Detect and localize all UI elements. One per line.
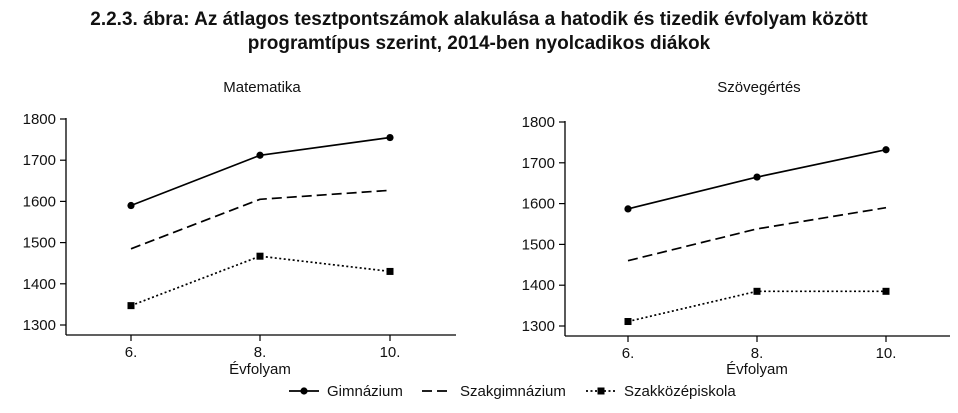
x-tick-label: 6. [622, 345, 635, 362]
y-tick-label: 1800 [23, 111, 56, 128]
legend-swatch-marker [300, 387, 308, 395]
y-tick-label: 1600 [522, 196, 555, 213]
legend-label: Szakgimnázium [460, 383, 566, 400]
data-point-marker [386, 267, 394, 275]
figure-title: 2.2.3. ábra: Az átlagos tesztpontszámok … [0, 8, 958, 56]
data-point-marker [127, 302, 135, 310]
legend-label: Szakközépiskola [624, 383, 736, 400]
data-point-marker [882, 287, 890, 295]
chart-title: Matematika [223, 79, 301, 96]
y-tick-label: 1300 [23, 317, 56, 334]
data-point-marker [753, 173, 761, 181]
data-point-marker [127, 201, 135, 210]
figure-title-line-1: 2.2.3. ábra: Az átlagos tesztpontszámok … [90, 9, 868, 30]
figure-title-line-2: programtípus szerint, 2014-ben nyolcadik… [247, 33, 711, 54]
chart-panel-1: Szövegértés 1300 1400 1500 1600 1700 1800 6. 8. 1… [522, 79, 950, 378]
legend-swatch-marker [597, 387, 605, 395]
series-line-1 [130, 189, 391, 250]
chart-title: Szövegértés [717, 79, 800, 96]
y-tick-label: 1400 [23, 276, 56, 293]
data-point-marker [256, 252, 264, 260]
y-tick-label: 1700 [522, 155, 555, 172]
y-tick-label: 1800 [522, 114, 555, 131]
x-tick-label: 6. [125, 344, 138, 361]
x-tick-label: 8. [751, 345, 764, 362]
y-tick-label: 1300 [522, 318, 555, 335]
chart-panel-0: Matematika 1300 1400 1500 1600 1700 1800 6. 8. 10… [23, 79, 456, 378]
x-axis-label: Évfolyam [229, 361, 291, 378]
data-point-marker [624, 318, 632, 326]
x-tick-label: 10. [876, 345, 897, 362]
series-line-1 [627, 206, 887, 262]
x-tick-label: 10. [380, 344, 401, 361]
y-tick-label: 1500 [23, 235, 56, 252]
legend-label: Gimnázium [327, 383, 403, 400]
y-tick-label: 1400 [522, 277, 555, 294]
x-axis-label: Évfolyam [726, 361, 788, 378]
series-line-2 [130, 255, 391, 307]
x-tick-label: 8. [254, 344, 267, 361]
y-tick-label: 1600 [23, 193, 56, 210]
legend: Gimnázium Szakgimnázium Szakközépiskola [289, 383, 736, 400]
series-line-2 [627, 290, 886, 323]
series-line-0 [130, 136, 391, 207]
data-point-marker [753, 287, 761, 295]
data-point-marker [386, 133, 394, 142]
data-point-marker [624, 205, 632, 213]
data-point-marker [256, 151, 264, 159]
data-point-marker [882, 146, 890, 154]
y-tick-label: 1700 [23, 152, 56, 169]
y-tick-label: 1500 [522, 236, 555, 253]
